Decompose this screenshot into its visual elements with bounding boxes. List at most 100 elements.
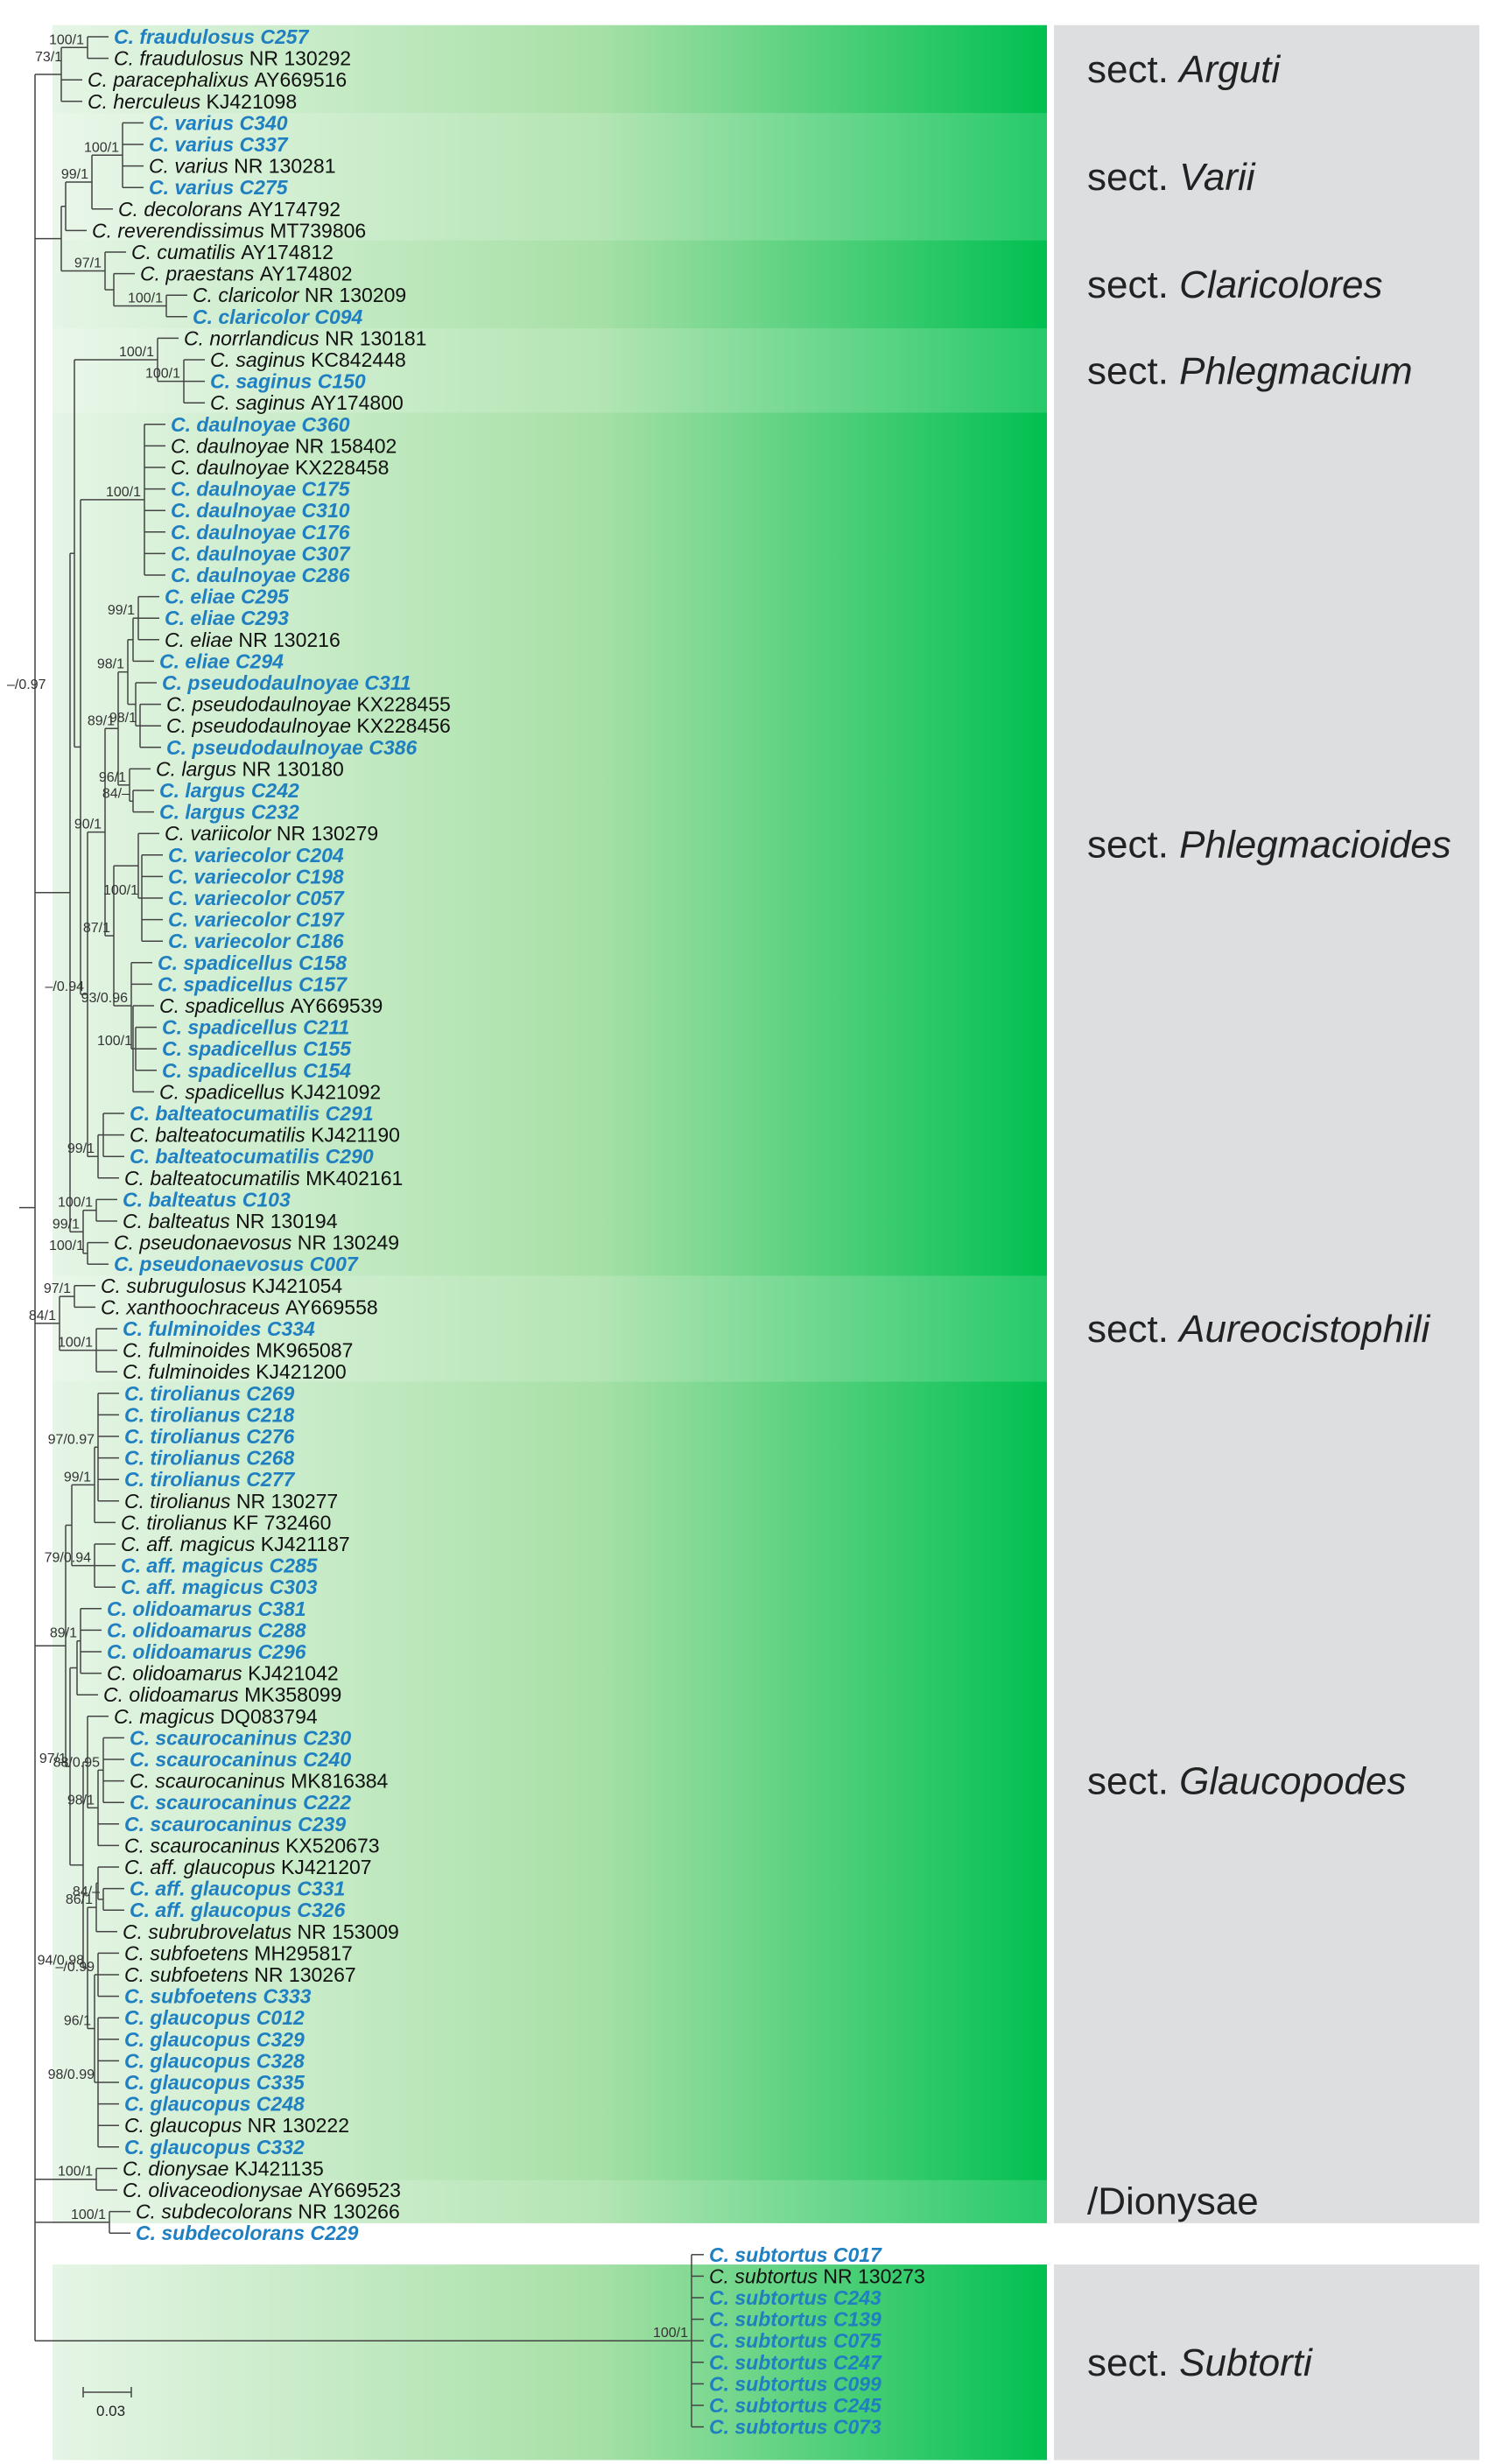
taxon-accession: KJ421135 <box>235 2157 324 2180</box>
taxon-accession: C103 <box>242 1188 291 1211</box>
taxon-accession: C154 <box>303 1059 351 1082</box>
taxon-name: C. olidoamarus <box>107 1640 258 1663</box>
taxon-accession: C139 <box>833 2308 881 2331</box>
taxon-label-new-specimen: C. subtortus C017 <box>709 2243 882 2266</box>
taxon-name: C. subtortus <box>709 2351 833 2374</box>
taxon-label-new-specimen: C. variecolor C186 <box>168 930 344 952</box>
taxon-accession: KJ421187 <box>261 1533 350 1555</box>
taxon-accession: C007 <box>310 1253 359 1275</box>
taxon-label-reference: C. largus NR 130180 <box>156 757 344 780</box>
taxon-label-reference: C. claricolor NR 130209 <box>193 284 406 306</box>
taxon-name: C. spadicellus <box>162 1016 303 1039</box>
taxon-accession: C268 <box>246 1447 294 1470</box>
taxon-label-new-specimen: C. olidoamarus C296 <box>107 1640 306 1663</box>
taxon-label-reference: C. balteatocumatilis KJ421190 <box>130 1124 400 1147</box>
taxon-name: C. subtortus <box>709 2308 833 2331</box>
taxon-name: C. fulminoides <box>123 1339 256 1362</box>
taxon-name: C. saginus <box>210 391 311 414</box>
taxon-name: C. olidoamarus <box>107 1662 248 1685</box>
taxon-accession: C243 <box>833 2286 881 2309</box>
taxon-label-reference: C. scaurocaninus KX520673 <box>124 1834 380 1857</box>
taxon-name: C. glaucopus <box>124 2114 248 2137</box>
taxon-name: C. subrugulosus <box>101 1274 252 1297</box>
node-support-value: 98/1 <box>109 711 137 726</box>
taxon-label-reference: C. fraudulosus NR 130292 <box>114 47 351 70</box>
taxon-name: C. subtortus <box>709 2286 833 2309</box>
node-support-value: 100/1 <box>97 1034 132 1049</box>
taxon-label-new-specimen: C. aff. glaucopus C326 <box>130 1899 345 1921</box>
section-panel <box>1054 2178 1479 2223</box>
taxon-label-new-specimen: C. glaucopus C328 <box>124 2049 305 2072</box>
root-support-lower: –/0.97 <box>7 677 46 692</box>
taxon-name: C. eliae <box>165 628 238 651</box>
section-label: sect. Aureocistophili <box>1087 1308 1431 1351</box>
section-band <box>53 111 1047 242</box>
taxon-name: C. scaurocaninus <box>130 1770 291 1793</box>
taxon-name: C. olidoamarus <box>103 1683 244 1706</box>
taxon-name: C. daulnoyae <box>171 521 302 544</box>
taxon-name: C. olivaceodionysae <box>123 2179 308 2201</box>
taxon-name: C. fraudulosus <box>114 47 249 70</box>
taxon-accession: C222 <box>303 1791 351 1814</box>
taxon-name: C. subtortus <box>709 2372 833 2395</box>
taxon-accession: C073 <box>833 2416 881 2439</box>
taxon-name: C. paracephalixus <box>88 68 255 91</box>
taxon-accession: NR 130249 <box>298 1232 399 1254</box>
taxon-name: C. scaurocaninus <box>124 1813 298 1836</box>
section-band <box>53 2264 1047 2460</box>
taxon-label-new-specimen: C. subtortus C073 <box>709 2416 881 2439</box>
taxon-name: C. olidoamarus <box>107 1597 258 1620</box>
taxon-name: C. subtortus <box>709 2264 823 2287</box>
taxon-label-reference: C. balteatocumatilis MK402161 <box>124 1167 403 1190</box>
taxon-accession: C229 <box>310 2222 358 2244</box>
taxon-name: C. tirolianus <box>124 1403 246 1426</box>
taxon-accession: C337 <box>240 133 289 156</box>
taxon-label-reference: C. paracephalixus AY669516 <box>88 68 347 91</box>
taxon-label-new-specimen: C. eliae C293 <box>165 607 289 629</box>
taxon-label-new-specimen: C. subdecolorans C229 <box>136 2222 359 2244</box>
taxon-name: C. pseudodaulnoyae <box>166 736 369 759</box>
taxon-name: C. variecolor <box>168 844 296 867</box>
taxon-label-reference: C. norrlandicus NR 130181 <box>184 326 426 349</box>
taxon-accession: DQ083794 <box>220 1705 317 1728</box>
taxon-accession: C290 <box>326 1145 374 1168</box>
taxon-label-new-specimen: C. subtortus C245 <box>709 2394 882 2417</box>
taxon-accession: C291 <box>326 1102 374 1125</box>
taxon-accession: NR 130273 <box>823 2264 924 2287</box>
taxon-name: C. balteatocumatilis <box>130 1124 311 1147</box>
taxon-name: C. fulminoides <box>123 1360 256 1383</box>
taxon-accession: C158 <box>298 951 347 974</box>
node-support-value: 97/1 <box>39 1751 67 1766</box>
taxon-accession: KX228456 <box>356 714 450 737</box>
taxon-label-new-specimen: C. glaucopus C248 <box>124 2093 305 2116</box>
taxon-accession: MH295817 <box>254 1941 353 1964</box>
taxon-label-reference: C. subrugulosus KJ421054 <box>101 1274 342 1297</box>
taxon-label-new-specimen: C. variecolor C198 <box>168 865 344 888</box>
section-panel <box>1054 25 1479 114</box>
section-panel <box>1054 240 1479 329</box>
taxon-label-new-specimen: C. subtortus C243 <box>709 2286 881 2309</box>
taxon-accession: C331 <box>297 1878 345 1900</box>
taxon-name: C. balteatocumatilis <box>130 1145 326 1168</box>
node-support-value: 98/1 <box>97 657 124 672</box>
taxon-accession: C288 <box>258 1618 306 1641</box>
taxon-name: C. xanthoochraceus <box>101 1295 285 1318</box>
section-band <box>53 1274 1047 1384</box>
taxon-name: C. spadicellus <box>158 972 298 995</box>
taxon-accession: AY174812 <box>241 241 334 263</box>
section-panel <box>1054 412 1479 1276</box>
taxon-name: C. daulnoyae <box>171 413 302 436</box>
taxon-label-reference: C. balteatus NR 130194 <box>123 1210 338 1232</box>
taxon-accession: C381 <box>258 1597 306 1620</box>
color-bands <box>53 25 1047 2460</box>
tree-branches <box>19 36 704 2428</box>
taxon-name: C. tirolianus <box>124 1468 246 1491</box>
taxon-label-new-specimen: C. subtortus C247 <box>709 2351 882 2374</box>
taxon-accession: NR 153009 <box>297 1920 398 1943</box>
taxon-label-reference: C. herculeus KJ421098 <box>88 90 297 113</box>
taxon-accession: C157 <box>298 972 348 995</box>
taxon-name: C. aff. glaucopus <box>130 1878 297 1900</box>
taxon-accession: C296 <box>258 1640 306 1663</box>
taxon-label-reference: C. aff. glaucopus KJ421207 <box>124 1856 372 1878</box>
taxon-accession: KJ421054 <box>252 1274 343 1297</box>
